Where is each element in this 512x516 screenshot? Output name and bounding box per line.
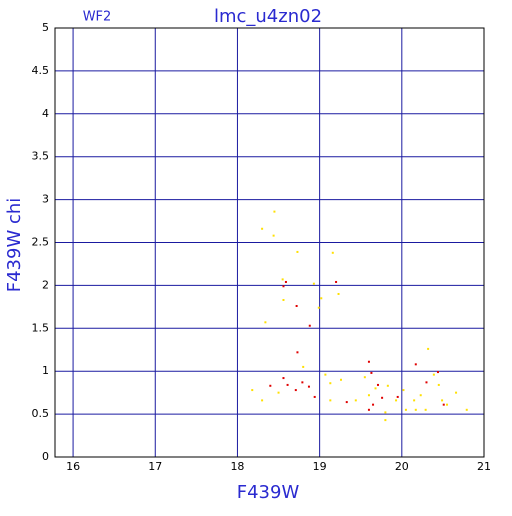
point: [320, 297, 323, 300]
plot-frame: [54, 27, 485, 458]
point: [282, 377, 285, 380]
point: [251, 389, 254, 392]
y-tick-label: 0.5: [32, 407, 50, 420]
point: [374, 387, 377, 390]
point: [269, 384, 272, 387]
point: [296, 351, 299, 354]
point: [302, 365, 305, 368]
point: [363, 376, 366, 379]
point: [437, 383, 440, 386]
point: [367, 394, 370, 397]
y-tick-label: 4.5: [32, 64, 50, 77]
point: [294, 389, 297, 392]
point: [284, 280, 287, 283]
point: [424, 408, 427, 411]
point: [301, 381, 304, 384]
point: [396, 395, 399, 398]
y-tick-label: 2.5: [32, 236, 50, 249]
y-tick-label: 0: [42, 450, 49, 463]
point: [317, 306, 320, 309]
point: [386, 384, 389, 387]
point: [282, 298, 285, 301]
point: [376, 383, 379, 386]
point: [261, 399, 264, 402]
point: [425, 381, 428, 384]
point: [329, 382, 332, 385]
point: [414, 408, 417, 411]
x-tick-label: 19: [313, 460, 327, 473]
point: [312, 282, 315, 285]
y-tick-label: 1.5: [32, 321, 50, 334]
annotation: WF2: [83, 10, 112, 25]
point: [455, 391, 458, 394]
point: [442, 403, 445, 406]
x-tick-label: 16: [66, 460, 80, 473]
point: [345, 401, 348, 404]
y-tick-label: 1: [42, 364, 49, 377]
point: [295, 304, 298, 307]
chart-title: lmc_u4zn02: [214, 6, 322, 27]
y-tick-label: 4: [42, 107, 49, 120]
point: [340, 378, 342, 381]
point: [367, 360, 370, 363]
point: [307, 385, 310, 388]
point: [446, 403, 449, 406]
point: [308, 324, 311, 327]
point: [372, 403, 375, 406]
point: [402, 389, 405, 392]
point: [436, 371, 439, 374]
point: [367, 408, 370, 411]
point: [370, 371, 373, 374]
x-tick-label: 21: [477, 460, 491, 473]
point: [273, 210, 276, 213]
point: [395, 399, 398, 402]
point: [313, 395, 316, 398]
point: [384, 419, 387, 422]
y-axis-label: F439W chi: [4, 198, 25, 293]
point: [432, 373, 435, 376]
y-tick-label: 3: [42, 193, 49, 206]
point: [384, 411, 387, 414]
point: [331, 251, 334, 254]
point: [272, 234, 275, 237]
x-tick-label: 18: [230, 460, 244, 473]
point: [404, 408, 407, 411]
x-tick-label: 20: [395, 460, 409, 473]
point: [414, 363, 417, 366]
point: [441, 399, 444, 402]
y-tick-label: 5: [42, 21, 49, 34]
x-tick-label: 17: [148, 460, 162, 473]
point: [465, 408, 468, 411]
point: [427, 347, 430, 350]
point: [381, 396, 384, 399]
point: [419, 394, 422, 397]
point: [286, 383, 289, 386]
point: [281, 278, 284, 281]
point: [282, 285, 285, 288]
point: [329, 399, 332, 402]
point: [264, 321, 267, 324]
point: [324, 373, 327, 376]
point: [261, 227, 264, 230]
point: [296, 250, 299, 253]
point: [337, 292, 340, 295]
point: [335, 280, 338, 283]
point: [354, 399, 357, 402]
x-axis-label: F439W: [237, 482, 300, 503]
y-tick-label: 2: [42, 278, 49, 291]
y-tick-label: 3.5: [32, 150, 50, 163]
point: [413, 399, 416, 402]
point: [277, 391, 280, 394]
